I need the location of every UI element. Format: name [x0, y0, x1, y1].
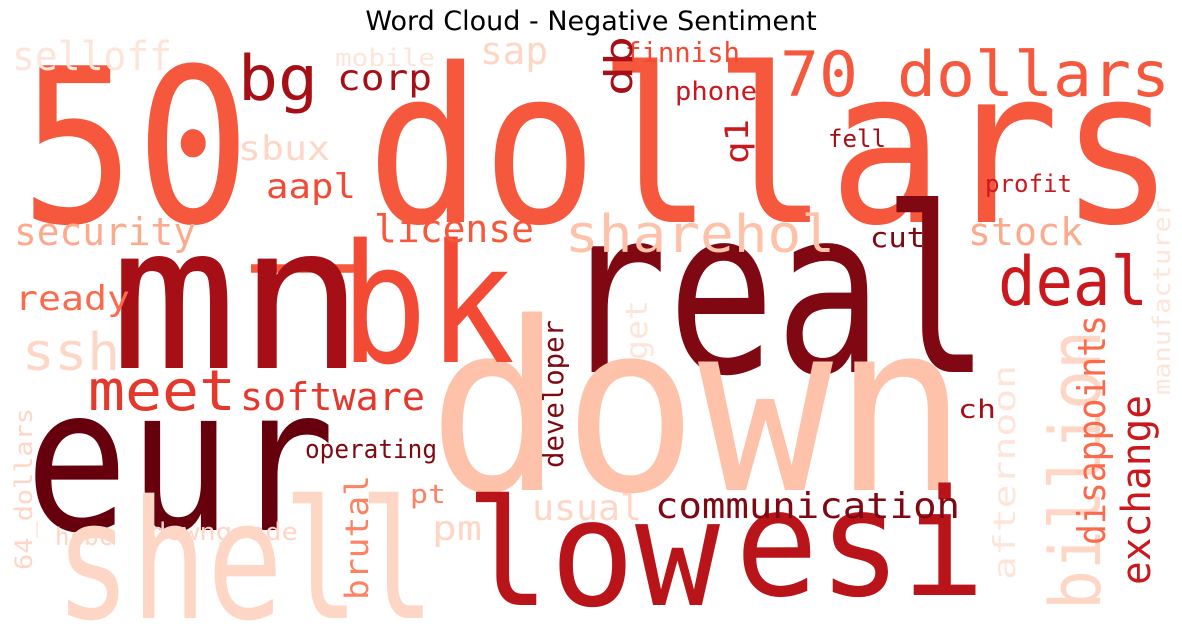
- word-low: low: [465, 468, 721, 631]
- word-eur: eur: [25, 345, 335, 578]
- word-db: db: [597, 36, 641, 96]
- word-aapl: aapl: [266, 167, 356, 207]
- word-bk: bk: [340, 209, 515, 401]
- word-q1: q1: [718, 119, 756, 164]
- word-developer: developer: [537, 320, 570, 468]
- word-sap: sap: [480, 29, 548, 73]
- chart-title: Word Cloud - Negative Sentiment: [365, 6, 817, 37]
- word-bg: bg: [238, 42, 318, 115]
- word-operating: operating: [305, 435, 437, 465]
- word-security: security: [14, 210, 196, 254]
- word-afternoon: afternoon: [988, 365, 1023, 580]
- word-communication: communication: [655, 486, 960, 527]
- word-pm: pm: [432, 509, 482, 549]
- word-pt: pt: [410, 480, 446, 510]
- word-ssh: ssh: [22, 323, 120, 383]
- word-license: license: [374, 207, 534, 251]
- word-deal: deal: [998, 243, 1148, 322]
- word-sbux: sbux: [238, 129, 330, 169]
- word-sharehol: sharehol: [565, 205, 835, 265]
- word-exchange: exchange: [1114, 395, 1160, 585]
- word-down: down: [428, 273, 968, 546]
- word-shell: shell: [55, 465, 435, 631]
- word-phone: phone: [675, 77, 757, 107]
- word-manufacturer: manufacturer: [1148, 200, 1176, 395]
- word-brutal: brutal: [338, 475, 376, 600]
- word-real: real: [560, 160, 990, 427]
- word-downgrade: downgrade: [150, 518, 298, 546]
- word-fell: fell: [828, 125, 886, 153]
- word-mn: mn: [110, 183, 365, 416]
- word-usual: usual: [532, 488, 642, 529]
- word-esi: esi: [735, 458, 985, 630]
- word-hsbc: hsbc: [55, 523, 113, 551]
- word-64-dollars: 64_dollars: [10, 408, 38, 570]
- word-ready: ready: [15, 279, 130, 319]
- word-meet: meet: [88, 359, 236, 424]
- word-selloff: selloff: [12, 34, 172, 80]
- word-get: get: [620, 300, 655, 360]
- word-finnish: finnish: [625, 36, 740, 69]
- word-disappoints: disappoints: [1070, 315, 1114, 545]
- word-software: software: [240, 375, 425, 419]
- word-mobile: mobile: [335, 44, 435, 72]
- word-70-dollars: 70_dollars: [780, 38, 1170, 111]
- word-corp: corp: [337, 58, 432, 99]
- word-ch: ch: [958, 395, 996, 425]
- word-profit: profit: [985, 170, 1072, 198]
- word-billion: billion: [1035, 330, 1117, 610]
- word-50-dollars: 50_dollars: [20, 22, 1175, 273]
- word-stock: stock: [968, 210, 1083, 254]
- word-cut: cut: [870, 221, 925, 254]
